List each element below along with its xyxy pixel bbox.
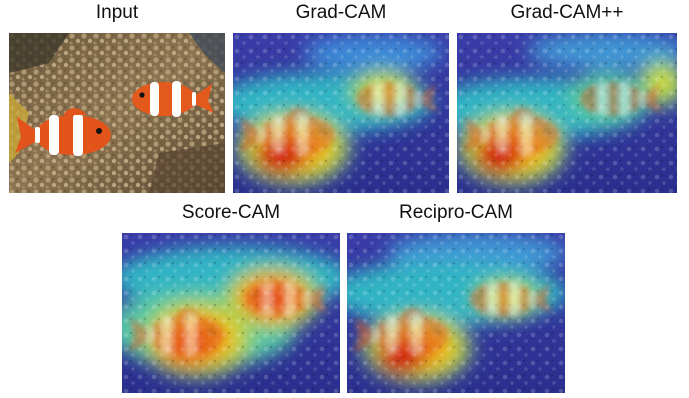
panel-title: Grad-CAM++ bbox=[510, 2, 624, 23]
panel-grad-cam-pp: Grad-CAM++ bbox=[457, 0, 677, 196]
grad-cam-pp-heatmap bbox=[457, 33, 677, 193]
input-image bbox=[9, 33, 225, 193]
panel-title: Input bbox=[95, 2, 139, 23]
recipro-cam-heatmap bbox=[347, 233, 565, 393]
grad-cam-heatmap bbox=[233, 33, 449, 193]
panel-title: Score-CAM bbox=[181, 202, 281, 223]
panel-grad-cam: Grad-CAM bbox=[233, 0, 449, 196]
panel-recipro-cam: Recipro-CAM bbox=[347, 200, 565, 396]
panel-input: Input bbox=[9, 0, 225, 196]
panel-title: Recipro-CAM bbox=[398, 202, 514, 223]
panel-score-cam: Score-CAM bbox=[122, 200, 340, 396]
panel-title: Grad-CAM bbox=[295, 2, 387, 23]
score-cam-heatmap bbox=[122, 233, 340, 393]
